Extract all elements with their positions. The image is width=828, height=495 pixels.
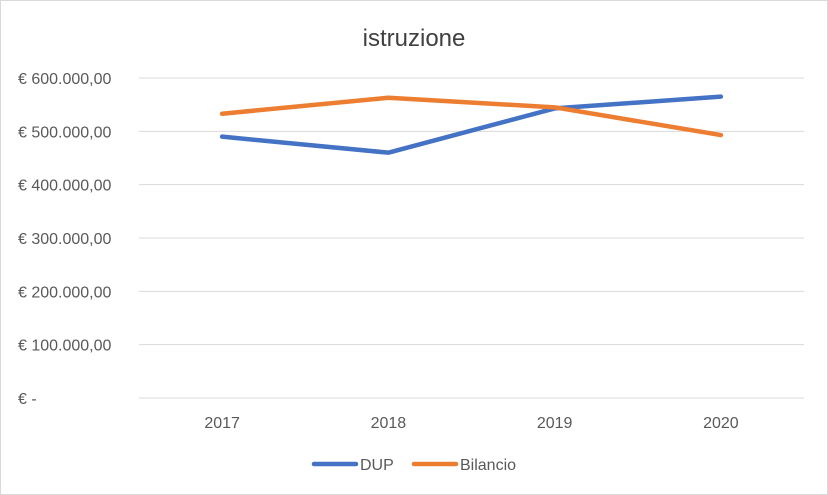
x-tick-label: 2018 xyxy=(371,415,407,432)
x-axis-ticks: 2017 2018 2019 2020 xyxy=(204,415,738,432)
x-tick-label: 2020 xyxy=(703,415,739,432)
y-tick-label: € 500.000,00 xyxy=(18,124,112,141)
y-tick-label: € - xyxy=(18,391,37,408)
y-tick-label: € 300.000,00 xyxy=(18,231,112,248)
y-tick-label: € 200.000,00 xyxy=(18,284,112,301)
y-tick-label: € 400.000,00 xyxy=(18,178,112,195)
y-tick-label: € 600.000,00 xyxy=(18,71,112,88)
legend-label: DUP xyxy=(360,457,394,474)
chart-title: istruzione xyxy=(363,25,466,52)
y-tick-label: € 100.000,00 xyxy=(18,338,112,355)
x-tick-label: 2019 xyxy=(537,415,573,432)
gridlines xyxy=(139,77,804,399)
series-line-bilancio xyxy=(219,95,724,138)
legend: DUP Bilancio xyxy=(311,457,516,474)
series-line-dup xyxy=(219,94,724,155)
y-axis-ticks: € - € 100.000,00 € 200.000,00 € 300.000,00 €… xyxy=(18,71,112,408)
legend-label: Bilancio xyxy=(460,457,516,474)
series-lines xyxy=(219,94,724,155)
x-tick-label: 2017 xyxy=(204,415,240,432)
